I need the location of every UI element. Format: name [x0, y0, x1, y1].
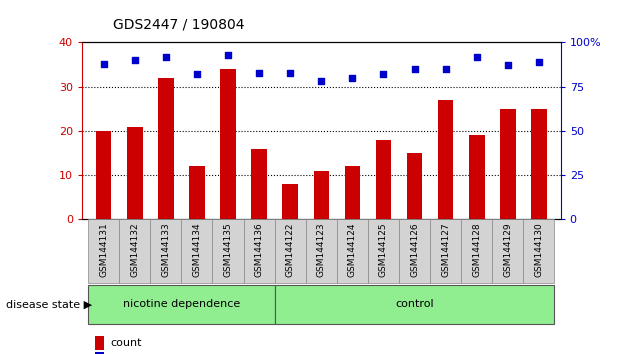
Bar	[345, 166, 360, 219]
Text: GSM144132: GSM144132	[130, 223, 139, 277]
Bar	[314, 171, 329, 219]
Bar	[438, 100, 454, 219]
Text: GSM144130: GSM144130	[534, 223, 544, 278]
FancyBboxPatch shape	[492, 219, 524, 283]
Bar	[469, 135, 484, 219]
Point	[223, 52, 233, 58]
FancyBboxPatch shape	[524, 219, 554, 283]
Bar	[251, 149, 267, 219]
Bar	[375, 140, 391, 219]
FancyBboxPatch shape	[275, 285, 554, 324]
Text: GSM144126: GSM144126	[410, 223, 419, 277]
Point	[379, 72, 389, 77]
Point	[99, 61, 109, 67]
Text: GSM144125: GSM144125	[379, 223, 388, 277]
Text: GSM144134: GSM144134	[192, 223, 202, 277]
Text: nicotine dependence: nicotine dependence	[123, 299, 240, 309]
Text: GSM144131: GSM144131	[99, 223, 108, 278]
FancyBboxPatch shape	[461, 219, 492, 283]
Bar	[158, 78, 174, 219]
FancyBboxPatch shape	[368, 219, 399, 283]
Point	[161, 54, 171, 59]
Point	[440, 66, 450, 72]
Text: disease state ▶: disease state ▶	[6, 299, 93, 309]
Bar	[531, 109, 547, 219]
FancyBboxPatch shape	[181, 219, 212, 283]
Text: GSM144136: GSM144136	[255, 223, 263, 278]
Point	[316, 79, 326, 84]
FancyBboxPatch shape	[212, 219, 244, 283]
Text: GSM144123: GSM144123	[317, 223, 326, 277]
Text: GSM144124: GSM144124	[348, 223, 357, 277]
Point	[254, 70, 264, 75]
Bar	[96, 131, 112, 219]
FancyBboxPatch shape	[430, 219, 461, 283]
Point	[534, 59, 544, 65]
Text: GSM144129: GSM144129	[503, 223, 512, 277]
Text: count: count	[110, 338, 142, 348]
Bar	[220, 69, 236, 219]
Bar	[282, 184, 298, 219]
Point	[347, 75, 357, 81]
FancyBboxPatch shape	[119, 219, 151, 283]
Text: control: control	[395, 299, 434, 309]
Point	[192, 72, 202, 77]
Bar	[127, 127, 142, 219]
Text: GDS2447 / 190804: GDS2447 / 190804	[113, 18, 245, 32]
FancyBboxPatch shape	[151, 219, 181, 283]
FancyBboxPatch shape	[275, 219, 306, 283]
Bar	[500, 109, 515, 219]
Bar	[407, 153, 422, 219]
FancyBboxPatch shape	[244, 219, 275, 283]
Text: GSM144127: GSM144127	[441, 223, 450, 277]
Point	[472, 54, 482, 59]
Text: GSM144122: GSM144122	[286, 223, 295, 277]
Bar	[189, 166, 205, 219]
Point	[130, 57, 140, 63]
FancyBboxPatch shape	[88, 285, 275, 324]
FancyBboxPatch shape	[88, 219, 119, 283]
Point	[410, 66, 420, 72]
Text: GSM144133: GSM144133	[161, 223, 170, 278]
FancyBboxPatch shape	[399, 219, 430, 283]
Text: GSM144135: GSM144135	[224, 223, 232, 278]
Text: GSM144128: GSM144128	[472, 223, 481, 277]
Point	[503, 63, 513, 68]
FancyBboxPatch shape	[306, 219, 337, 283]
Point	[285, 70, 295, 75]
FancyBboxPatch shape	[337, 219, 368, 283]
